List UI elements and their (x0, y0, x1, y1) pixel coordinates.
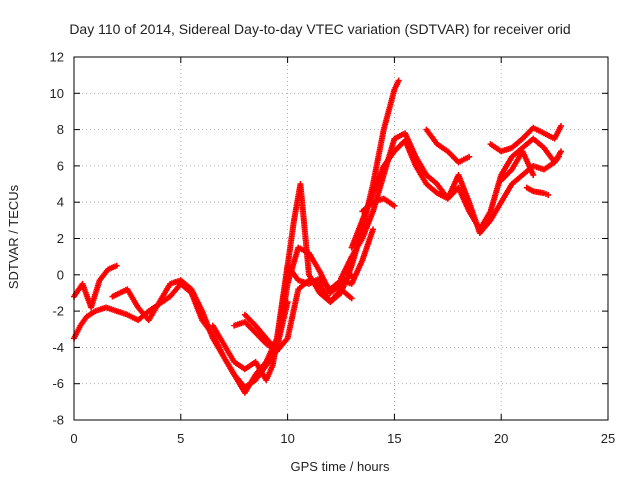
y-tick-label: 4 (57, 195, 64, 210)
y-tick-label: -2 (52, 304, 64, 319)
x-tick-label: 25 (601, 431, 615, 446)
x-tick-label: 15 (387, 431, 401, 446)
y-axis-label: SDTVAR / TECUs (6, 184, 21, 289)
y-tick-label: 2 (57, 231, 64, 246)
data-point (113, 262, 120, 269)
data-point (348, 295, 355, 302)
x-tick-label: 20 (494, 431, 508, 446)
y-tick-label: 0 (57, 267, 64, 282)
y-tick-label: 8 (57, 122, 64, 137)
plot-frame (73, 56, 609, 421)
data-point (395, 77, 402, 84)
data-point (558, 148, 565, 155)
y-tick-label: 6 (57, 158, 64, 173)
data-points (71, 77, 565, 396)
x-axis-label: GPS time / hours (291, 459, 390, 474)
x-tick-label: 0 (70, 431, 77, 446)
grid-lines (74, 57, 608, 420)
chart-title: Day 110 of 2014, Sidereal Day-to-day VTE… (69, 21, 570, 37)
y-tick-label: -6 (52, 376, 64, 391)
data-point (466, 153, 473, 160)
y-tick-label: 12 (50, 50, 64, 65)
data-point (391, 202, 398, 209)
x-tick-label: 10 (280, 431, 294, 446)
x-axis-ticks: 0 5 10 15 20 25 (70, 57, 615, 446)
y-tick-label: -8 (52, 413, 64, 428)
data-point (530, 171, 537, 178)
y-tick-label: 10 (50, 86, 64, 101)
x-tick-label: 5 (177, 431, 184, 446)
data-point (545, 191, 552, 198)
data-point (370, 226, 377, 233)
data-point (558, 122, 565, 129)
y-tick-label: -4 (52, 340, 64, 355)
y-axis-ticks: -8 -6 -4 -2 0 2 4 6 8 10 12 (50, 50, 608, 428)
